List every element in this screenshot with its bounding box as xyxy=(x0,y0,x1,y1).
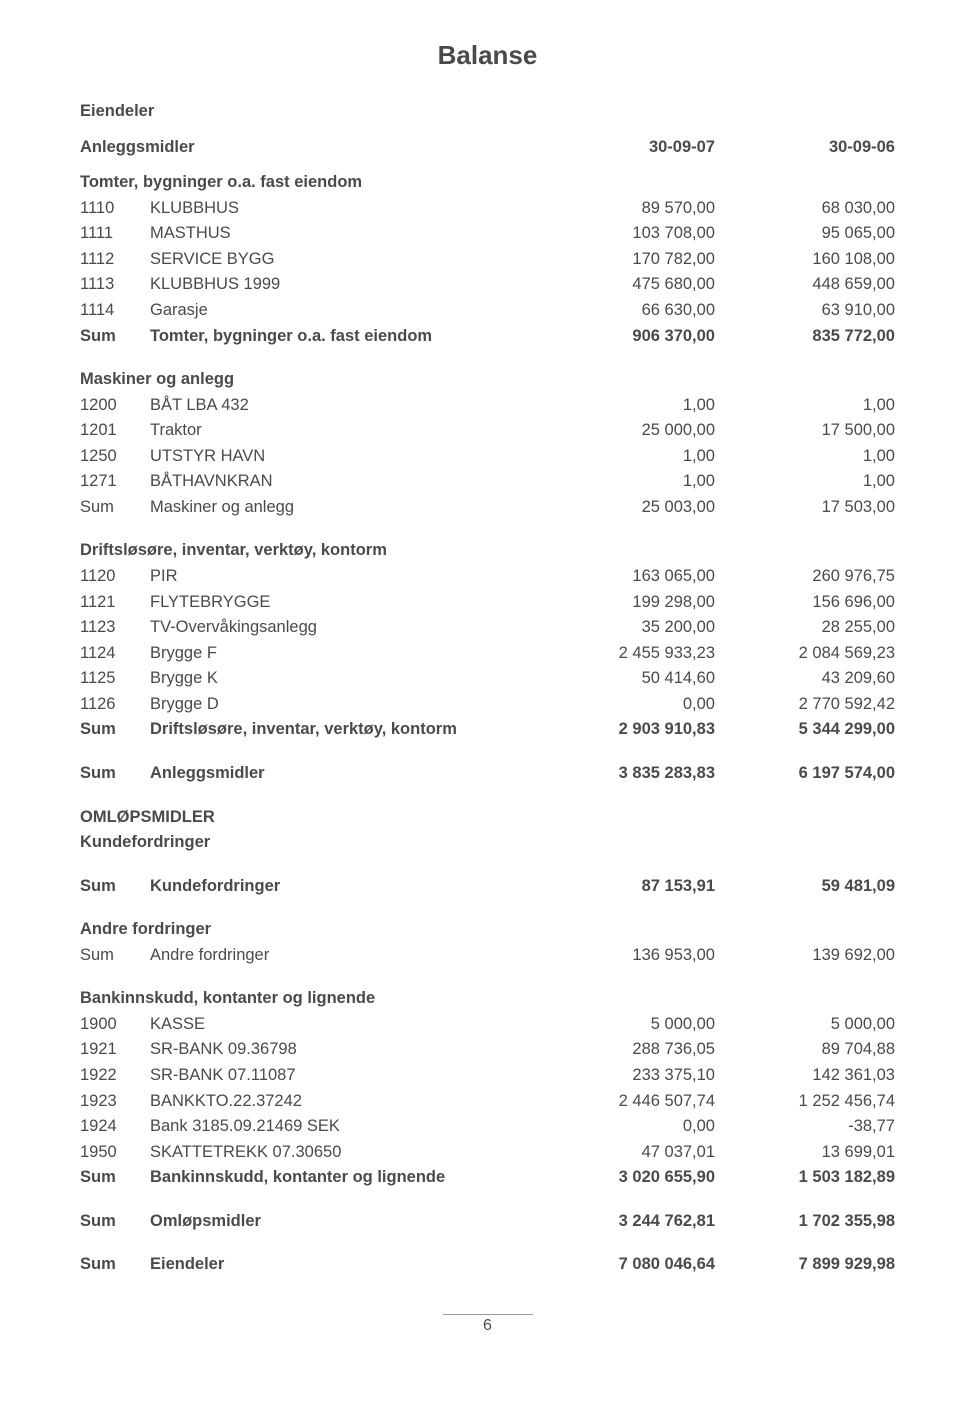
table-row: 1120PIR163 065,00260 976,75 xyxy=(80,564,895,590)
maskiner-heading: Maskiner og anlegg xyxy=(80,367,895,393)
table-row: 1250UTSTYR HAVN1,001,00 xyxy=(80,444,895,470)
drift-sum: SumDriftsløsøre, inventar, verktøy, kont… xyxy=(80,717,895,743)
table-row: 1271BÅTHAVNKRAN1,001,00 xyxy=(80,469,895,495)
table-row: 1123TV-Overvåkingsanlegg35 200,0028 255,… xyxy=(80,615,895,641)
bank-heading: Bankinnskudd, kontanter og lignende xyxy=(80,986,895,1012)
page-number: 6 xyxy=(483,1317,492,1334)
sum-eiendeler: SumEiendeler7 080 046,647 899 929,98 xyxy=(80,1252,895,1278)
label-anleggsmidler: Anleggsmidler xyxy=(80,135,535,161)
sum-kundefordringer: SumKundefordringer87 153,9159 481,09 xyxy=(80,874,895,900)
maskiner-sum: SumMaskiner og anlegg25 003,0017 503,00 xyxy=(80,495,895,521)
col-date-1: 30-09-07 xyxy=(535,135,715,161)
table-row: 1126Brygge D0,002 770 592,42 xyxy=(80,692,895,718)
label-eiendeler: Eiendeler xyxy=(80,99,895,125)
bank-sum: SumBankinnskudd, kontanter og lignende3 … xyxy=(80,1165,895,1191)
page-title: Balanse xyxy=(80,40,895,71)
table-row: 1924Bank 3185.09.21469 SEK0,00-38,77 xyxy=(80,1114,895,1140)
sum-anleggsmidler: SumAnleggsmidler3 835 283,836 197 574,00 xyxy=(80,761,895,787)
table-row: 1110KLUBBHUS89 570,0068 030,00 xyxy=(80,196,895,222)
tomter-heading: Tomter, bygninger o.a. fast eiendom xyxy=(80,170,895,196)
table-row: 1113KLUBBHUS 1999475 680,00448 659,00 xyxy=(80,272,895,298)
col-date-2: 30-09-06 xyxy=(715,135,895,161)
table-row: 1900KASSE5 000,005 000,00 xyxy=(80,1012,895,1038)
andre-sum: SumAndre fordringer136 953,00139 692,00 xyxy=(80,943,895,969)
table-row: 1200BÅT LBA 4321,001,00 xyxy=(80,393,895,419)
section-eiendeler: Eiendeler xyxy=(80,99,895,125)
omlopsmidler-heading: OMLØPSMIDLER xyxy=(80,805,895,831)
kundefordringer-heading: Kundefordringer xyxy=(80,830,895,856)
table-row: 1923BANKKTO.22.372422 446 507,741 252 45… xyxy=(80,1089,895,1115)
table-row: 1114Garasje66 630,0063 910,00 xyxy=(80,298,895,324)
table-row: 1112SERVICE BYGG170 782,00160 108,00 xyxy=(80,247,895,273)
balance-sheet-page: Balanse Eiendeler Anleggsmidler 30-09-07… xyxy=(0,0,960,1355)
drift-heading: Driftsløsøre, inventar, verktøy, kontorm xyxy=(80,538,895,564)
header-row: Anleggsmidler 30-09-07 30-09-06 xyxy=(80,135,895,161)
table-row: 1125Brygge K50 414,6043 209,60 xyxy=(80,666,895,692)
table-row: 1921SR-BANK 09.36798288 736,0589 704,88 xyxy=(80,1037,895,1063)
table-row: 1950SKATTETREKK 07.3065047 037,0113 699,… xyxy=(80,1140,895,1166)
andre-heading: Andre fordringer xyxy=(80,917,895,943)
tomter-sum: SumTomter, bygninger o.a. fast eiendom90… xyxy=(80,324,895,350)
page-number-block: 6 xyxy=(80,1314,895,1335)
table-row: 1922SR-BANK 07.11087233 375,10142 361,03 xyxy=(80,1063,895,1089)
sum-omlopsmidler: SumOmløpsmidler3 244 762,811 702 355,98 xyxy=(80,1209,895,1235)
table-row: 1111MASTHUS103 708,0095 065,00 xyxy=(80,221,895,247)
table-row: 1121FLYTEBRYGGE199 298,00156 696,00 xyxy=(80,590,895,616)
table-row: 1124Brygge F2 455 933,232 084 569,23 xyxy=(80,641,895,667)
table-row: 1201Traktor25 000,0017 500,00 xyxy=(80,418,895,444)
